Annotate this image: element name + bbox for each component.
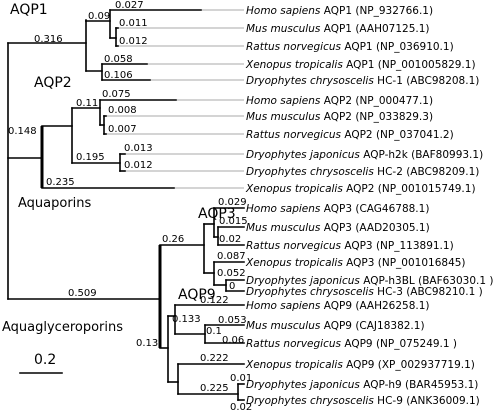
leaf-label: Dryophytes chrysoscelis HC-3 (ABC98210.1… (246, 286, 483, 298)
leaf-label: Dryophytes chrysoscelis HC-2 (ABC98209.1… (246, 166, 479, 178)
branch-length-label: 0.509 (68, 288, 97, 299)
leaf-label: Xenopus tropicalis AQP9 (XP_002937719.1) (245, 359, 475, 371)
branch-length-label: 0.26 (162, 234, 184, 245)
branch-length-label: 0.029 (218, 197, 247, 208)
leaf-label: Xenopus tropicalis AQP1 (NP_001005829.1) (245, 59, 476, 71)
branch-length-label: 0.148 (8, 126, 37, 137)
branch-length-label: 0.012 (124, 160, 153, 171)
branch-length-label: 0.075 (102, 89, 131, 100)
branch-length-label: 0.225 (200, 383, 229, 394)
leaf-label: Xenopus tropicalis AQP3 (NP_001016845) (245, 257, 466, 269)
group-labels: AQP1 AQP2 AQP3 AQP9 Aquaporins Aquaglyce… (2, 2, 236, 335)
leaf-label: Mus musculus AQP1 (AAH07125.1) (246, 23, 429, 35)
branch-length-label: 0.02 (230, 402, 252, 411)
branch-length-label: 0.06 (222, 335, 244, 346)
branch-length-label: 0.122 (200, 295, 229, 306)
branch-length-label: 0.222 (200, 353, 229, 364)
leaf-label: Dryophytes japonicus AQP-h3BL (BAF63030.… (246, 275, 493, 287)
branch-length-label: 0.13 (136, 338, 158, 349)
leaf-label: Rattus norvegicus AQP3 (NP_113891.1) (246, 240, 454, 252)
leaf-label: Mus musculus AQP2 (NP_033829.3) (246, 111, 433, 123)
branch-length-label: 0.195 (76, 152, 105, 163)
leaf-label: Mus musculus AQP9 (CAJ18382.1) (246, 320, 425, 332)
branch-length-label: 0.011 (119, 18, 148, 29)
branch-length-label: 0.008 (108, 105, 137, 116)
branch-length-label: 0.316 (34, 34, 63, 45)
leaf-label: Mus musculus AQP3 (AAD20305.1) (246, 222, 430, 234)
branch-length-label: 0.235 (46, 177, 75, 188)
leaf-label: Dryophytes chrysoscelis HC-1 (ABC98208.1… (246, 75, 479, 87)
leaf-label: Homo sapiens AQP9 (AAH26258.1) (246, 300, 430, 312)
family-label-aquaglyceroporins: Aquaglyceroporins (2, 320, 123, 335)
leaf-label: Dryophytes japonicus AQP-h9 (BAR45953.1) (246, 379, 478, 391)
group-label-aqp1: AQP1 (10, 2, 48, 18)
leaf-label: Rattus norvegicus AQP2 (NP_037041.2) (246, 129, 454, 141)
branch-length-label: 0.052 (217, 268, 246, 279)
branch-length-label: 0.013 (124, 143, 153, 154)
branch-length-label: 0.015 (219, 216, 248, 227)
leaf-label: Homo sapiens AQP2 (NP_000477.1) (246, 95, 433, 107)
leaf-guide-lines (106, 9, 244, 189)
branch-length-label: 0.012 (119, 36, 148, 47)
branch-length-label: 0.053 (218, 315, 247, 326)
group-label-aqp9: AQP9 (178, 287, 216, 303)
tree-branches (7, 9, 245, 401)
group-label-aqp3: AQP3 (198, 206, 236, 222)
scale-bar: 0.2 (19, 352, 63, 374)
branch-length-label: 0.007 (108, 124, 137, 135)
group-label-aqp2: AQP2 (34, 75, 72, 91)
leaf-label: Homo sapiens AQP3 (CAG46788.1) (246, 203, 429, 215)
branch-length-labels: 0.316 0.509 0.09 0.027 0.011 0.012 0.058… (8, 0, 252, 411)
branch-length-label: 0.02 (219, 234, 241, 245)
leaf-label: Dryophytes japonicus AQP-h2k (BAF80993.1… (246, 149, 483, 161)
branch-length-label: 0.09 (88, 11, 110, 22)
family-label-aquaporins: Aquaporins (18, 196, 92, 211)
leaf-label: Dryophytes chrysoscelis HC-9 (ANK36009.1… (246, 395, 480, 407)
leaf-labels: Homo sapiens AQP1 (NP_932766.1) Mus musc… (245, 5, 493, 407)
leaf-label: Rattus norvegicus AQP1 (NP_036910.1) (246, 41, 454, 53)
branch-length-label: 0.11 (76, 98, 98, 109)
leaf-label: Homo sapiens AQP1 (NP_932766.1) (246, 5, 433, 17)
scale-bar-label: 0.2 (34, 352, 56, 368)
branch-length-label: 0.1 (206, 326, 222, 337)
branch-length-label: 0.058 (104, 54, 133, 65)
leaf-label: Rattus norvegicus AQP9 (NP_075249.1 ) (246, 338, 457, 350)
branch-length-label: 0.106 (104, 70, 133, 81)
branch-length-label: 0 (229, 281, 235, 292)
leaf-label: Xenopus tropicalis AQP2 (NP_001015749.1) (245, 183, 476, 195)
branch-length-label: 0.087 (217, 251, 246, 262)
branch-length-label: 0.133 (172, 314, 201, 325)
branch-length-label: 0.01 (230, 373, 252, 384)
branch-length-label: 0.027 (115, 0, 144, 11)
